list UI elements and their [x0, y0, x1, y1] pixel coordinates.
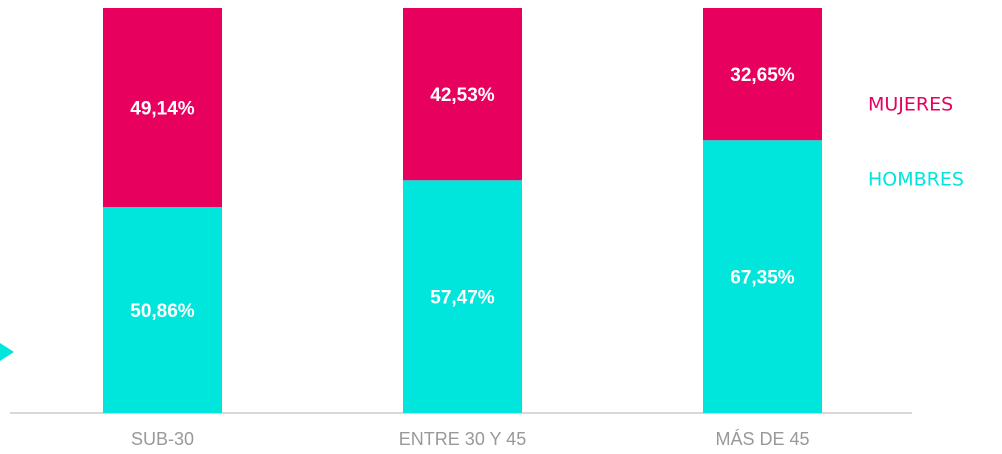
legend-entry: MUJERES — [868, 94, 953, 116]
value-label: 42,53% — [430, 85, 495, 106]
value-label: 50,86% — [130, 301, 195, 322]
bar-segment — [703, 140, 822, 414]
x-tick-label: SUB-30 — [131, 429, 194, 449]
value-label: 67,35% — [730, 268, 795, 289]
bar-segment — [403, 180, 522, 413]
bar-segment — [703, 8, 822, 141]
bar-segment — [403, 8, 522, 181]
bar-segment — [103, 207, 222, 413]
bar-segment — [103, 8, 222, 208]
value-label: 32,65% — [730, 65, 795, 86]
legend-entry: HOMBRES — [868, 169, 964, 191]
value-label: 49,14% — [130, 99, 195, 120]
x-tick-label: ENTRE 30 Y 45 — [399, 429, 526, 449]
arrow-decoration — [0, 343, 14, 361]
value-label: 57,47% — [430, 288, 495, 309]
x-tick-label: MÁS DE 45 — [715, 429, 809, 449]
